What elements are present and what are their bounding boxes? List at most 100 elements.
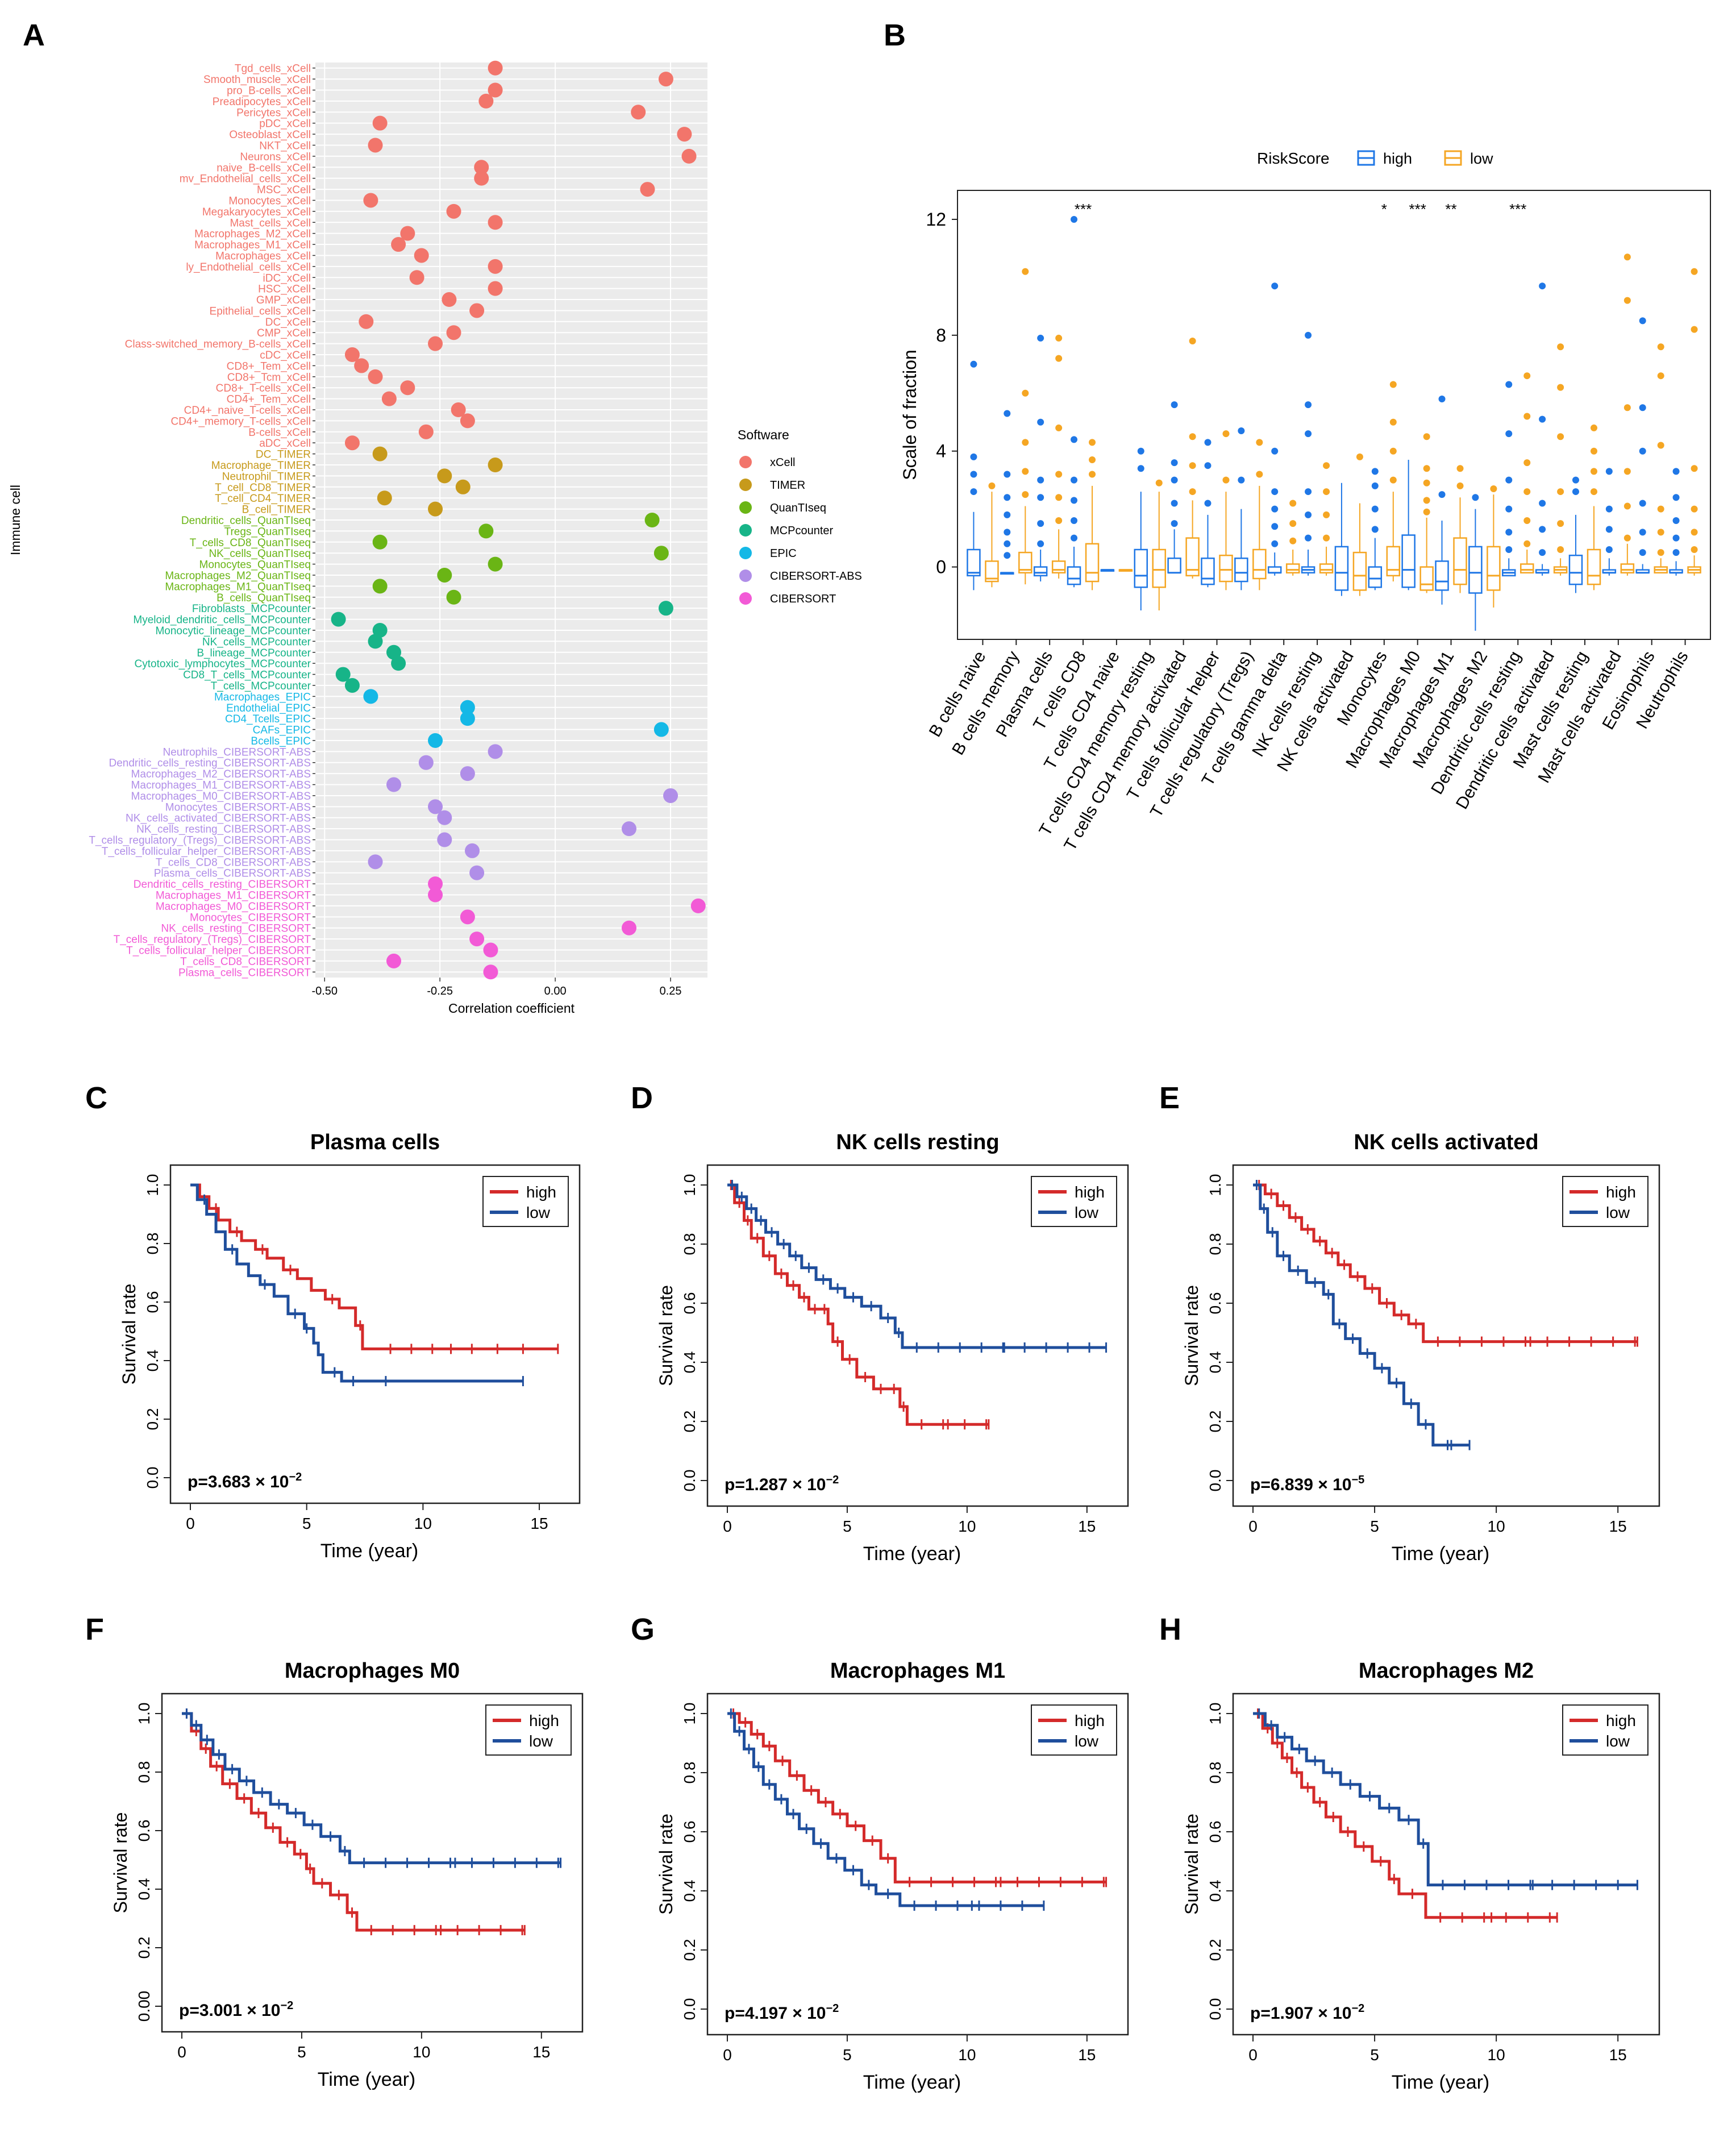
legend-label: CIBERSORT <box>770 593 836 605</box>
row-label: NK_cells_MCPcounter <box>202 636 311 648</box>
outlier-point <box>1271 540 1279 547</box>
p-value-exponent: −5 <box>1351 1474 1364 1486</box>
correlation-point <box>640 182 655 197</box>
panel-letter-D: D <box>631 1081 653 1115</box>
outlier-point <box>1271 447 1279 455</box>
correlation-point <box>386 777 401 792</box>
outlier-point <box>1037 494 1044 501</box>
legend-label: high <box>529 1712 559 1729</box>
legend-label: high <box>526 1183 556 1201</box>
outlier-point <box>1238 476 1245 484</box>
outlier-point <box>1037 520 1044 527</box>
y-tick-label: 0.0 <box>144 1467 161 1489</box>
row-label: Monocytes_CIBERSORT-ABS <box>165 801 311 813</box>
outlier-point <box>1623 253 1631 261</box>
x-tick-label: 0.25 <box>660 985 682 997</box>
outlier-point <box>1605 546 1613 553</box>
correlation-point <box>460 909 475 925</box>
outlier-point <box>1171 476 1178 484</box>
legend-box <box>1031 1704 1117 1756</box>
y-tick-label: 0.6 <box>681 1821 698 1843</box>
plot-title: NK cells resting <box>836 1130 999 1154</box>
outlier-point <box>1590 424 1597 431</box>
outlier-point <box>1639 500 1646 507</box>
legend-label: xCell <box>770 456 795 469</box>
panel-letter-B: B <box>884 18 906 52</box>
y-tick-label: 0.2 <box>144 1408 161 1431</box>
correlation-point <box>335 667 351 682</box>
outlier-point <box>1539 282 1546 290</box>
p-value-exponent: −2 <box>280 1999 293 2012</box>
correlation-point <box>474 171 489 186</box>
x-tick-label: -0.50 <box>311 985 338 997</box>
y-tick-label: 0.8 <box>681 1762 698 1784</box>
row-label: CD8+_Tem_xCell <box>227 360 311 372</box>
outlier-point <box>1204 439 1212 446</box>
y-tick-label: 0.4 <box>681 1880 698 1902</box>
box-low <box>1352 551 1367 591</box>
outlier-point <box>1623 502 1631 510</box>
row-label: Macrophages_M0_CIBERSORT <box>156 901 311 913</box>
correlation-point <box>428 799 443 814</box>
legend-label: TIMER <box>770 479 805 492</box>
correlation-point <box>344 435 360 451</box>
correlation-point <box>372 534 388 550</box>
legend-label: CIBERSORT-ABS <box>770 570 862 583</box>
outlier-point <box>1639 404 1646 411</box>
panel-H: Macrophages M2 0.0 0.2 0.4 0.6 0.8 1.0 Survival… <box>1181 1659 1660 2093</box>
outlier-point <box>1505 430 1513 438</box>
row-label: Pericytes_xCell <box>236 107 311 119</box>
x-tick-label: 15 <box>1609 1517 1627 1535</box>
row-label: CD4_Tcells_EPIC <box>225 713 311 725</box>
outlier-point <box>1657 529 1664 536</box>
row-label: ly_Endothelial_cells_xCell <box>186 261 311 273</box>
y-tick-label: 0.6 <box>681 1292 698 1315</box>
p-value-exponent: −2 <box>826 2002 839 2015</box>
correlation-point <box>391 656 406 671</box>
row-label: B_cell_TIMER <box>242 504 311 516</box>
row-label: DC_TIMER <box>256 449 311 461</box>
correlation-point <box>331 612 346 627</box>
outlier-point <box>1523 372 1531 380</box>
row-label: Tgd_cells_xCell <box>235 63 311 75</box>
outlier-point <box>1171 401 1178 409</box>
box-low <box>1587 548 1601 585</box>
y-tick-label: 1.0 <box>135 1703 153 1725</box>
x-tick-label: 10 <box>413 2043 430 2061</box>
correlation-point <box>469 932 485 947</box>
row-label: T_cells_regulatory_(Tregs)_CIBERSORT <box>114 934 311 946</box>
outlier-point <box>1305 430 1312 438</box>
correlation-point <box>363 193 378 208</box>
row-label: Cytotoxic_lymphocytes_MCPcounter <box>135 658 311 670</box>
row-label: T_cells_CD8_CIBERSORT <box>180 956 311 968</box>
plot-frame <box>161 1693 584 2033</box>
plot-frame <box>169 1164 581 1504</box>
row-label: Monocytes_QuanTIseq <box>199 559 311 571</box>
panel-letter-E: E <box>1159 1081 1180 1115</box>
correlation-point <box>428 501 443 517</box>
outlier-point <box>1572 476 1579 484</box>
x-tick-label: 5 <box>1370 1517 1379 1535</box>
outlier-point <box>1672 534 1680 542</box>
outlier-point <box>1672 517 1680 525</box>
panel-C: Plasma cells 0.0 0.2 0.4 0.6 0.8 1.0 Survival r… <box>119 1130 581 1562</box>
outlier-point <box>1055 334 1063 342</box>
correlation-point <box>460 700 475 715</box>
legend-label: high <box>1383 150 1412 167</box>
outlier-point <box>1371 505 1379 513</box>
outlier-point <box>1639 549 1646 556</box>
box-high <box>1468 546 1483 594</box>
y-tick-label: 0.2 <box>1206 1939 1224 1961</box>
outlier-point <box>1691 326 1698 333</box>
box-high <box>1435 560 1449 591</box>
row-label: Neurons_xCell <box>240 151 311 163</box>
row-label: CD4+_Tem_xCell <box>227 394 311 406</box>
outlier-point <box>1557 546 1564 553</box>
significance-marker: * <box>1381 201 1387 218</box>
row-label: Smooth_muscle_xCell <box>203 74 311 86</box>
correlation-point <box>488 259 503 274</box>
y-tick-label: 0.4 <box>135 1878 153 1901</box>
outlier-point <box>1222 430 1230 438</box>
correlation-point <box>428 887 443 903</box>
correlation-point <box>344 347 360 363</box>
